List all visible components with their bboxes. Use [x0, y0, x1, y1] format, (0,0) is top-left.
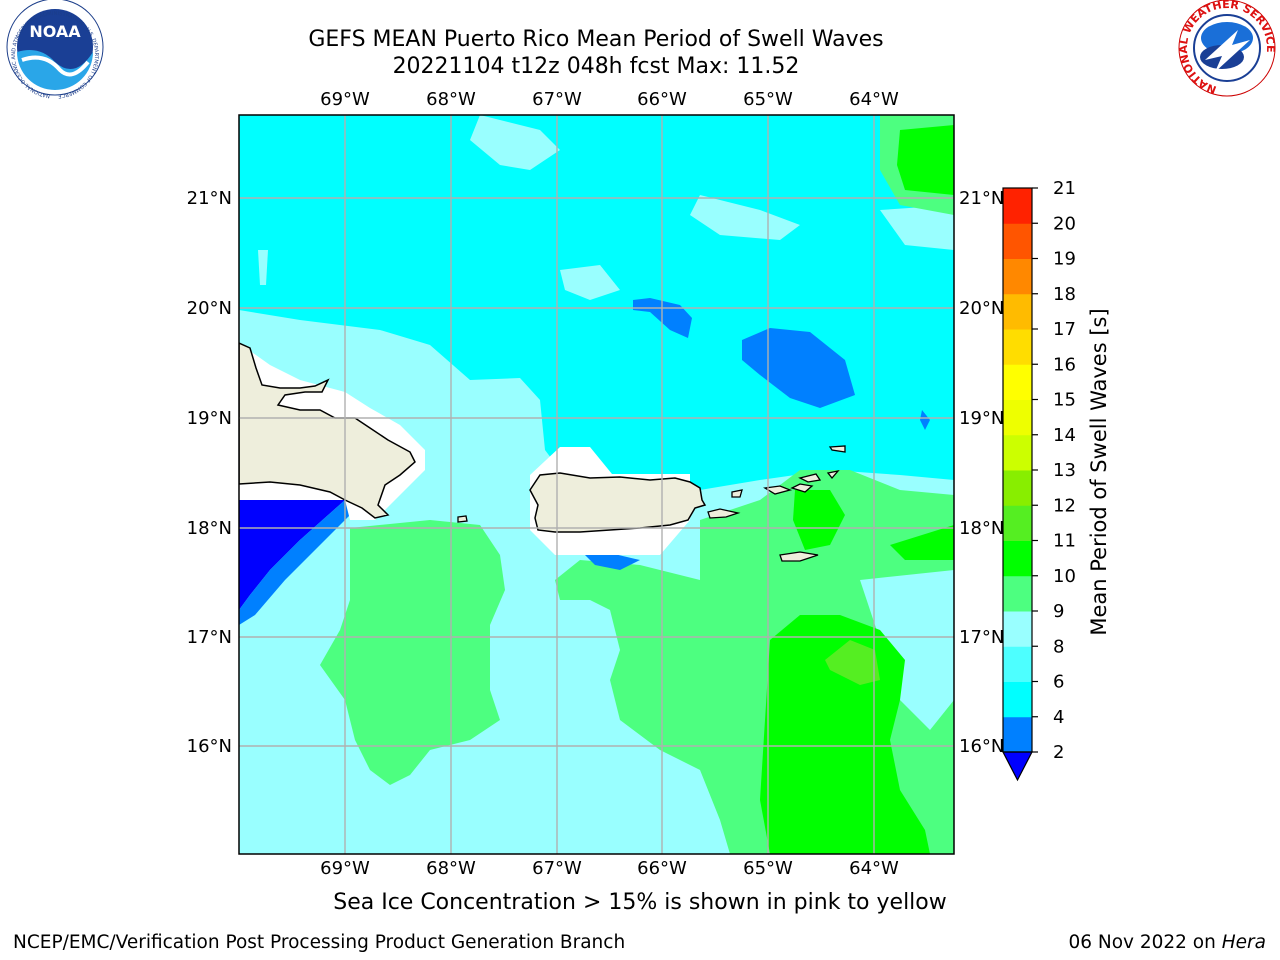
lat-label: 21°N	[959, 188, 1004, 209]
colorbar-tick-label: 11	[1053, 531, 1076, 552]
period-4-6-edge	[239, 500, 360, 625]
colorbar: 2 4 6 8 9 10 11 12 13 14 15 16 17 18 19 20 21	[1002, 178, 1076, 782]
lon-label: 64°W	[849, 858, 899, 879]
colorbar-box	[1003, 470, 1032, 506]
colorbar-box	[1003, 540, 1032, 577]
colorbar-box	[1003, 364, 1032, 400]
lon-label: 64°W	[849, 89, 899, 110]
lat-labels-left: 21°N 20°N 19°N 18°N 17°N 16°N	[187, 188, 232, 757]
credit-line: NCEP/EMC/Verification Post Processing Pr…	[13, 932, 626, 953]
colorbar-tick-label: 19	[1053, 249, 1076, 270]
lon-label: 68°W	[426, 858, 476, 879]
lat-label: 17°N	[959, 627, 1004, 648]
colorbar-tick-label: 10	[1053, 566, 1076, 587]
period-11-12-region	[825, 640, 880, 685]
colorbar-tick-label: 4	[1053, 707, 1064, 728]
colorbar-box	[1003, 434, 1032, 471]
colorbar-box	[1003, 399, 1032, 436]
colorbar-box	[1003, 505, 1032, 541]
lat-label: 19°N	[959, 408, 1004, 429]
colorbar-tick-label: 15	[1053, 390, 1076, 411]
colorbar-tick-label: 21	[1053, 178, 1076, 199]
noaa-logo-text: NOAA	[29, 22, 81, 41]
colorbar-tick-label: 17	[1053, 319, 1076, 340]
lat-label: 19°N	[187, 408, 232, 429]
chart-title: GEFS MEAN Puerto Rico Mean Period of Swe…	[308, 27, 884, 52]
nws-logo: NATIONAL WEATHER SERVICE	[1177, 0, 1277, 97]
lat-label: 20°N	[187, 298, 232, 319]
colorbar-box	[1003, 258, 1032, 295]
colorbar-box	[1003, 716, 1032, 753]
lon-label: 67°W	[532, 89, 582, 110]
lat-label: 17°N	[187, 627, 232, 648]
machine-name: Hera	[1221, 932, 1266, 953]
colorbar-box	[1003, 646, 1032, 682]
sea-ice-note: Sea Ice Concentration > 15% is shown in …	[333, 890, 947, 915]
lon-label: 68°W	[426, 89, 476, 110]
lon-label: 65°W	[743, 89, 793, 110]
islands-virgin	[457, 445, 846, 562]
colorbar-box	[1003, 611, 1032, 647]
date-text: 06 Nov 2022 on	[1068, 932, 1216, 953]
lat-label: 16°N	[959, 736, 1004, 757]
period-10-11-region	[760, 125, 954, 854]
lon-labels-bottom: 69°W 68°W 67°W 66°W 65°W 64°W	[320, 858, 899, 879]
land-puerto-rico	[529, 472, 707, 533]
lon-label: 69°W	[320, 858, 370, 879]
colorbar-tick-label: 6	[1053, 672, 1064, 693]
map-area	[239, 115, 954, 854]
lat-labels-right: 21°N 20°N 19°N 18°N 17°N 16°N	[959, 188, 1004, 757]
colorbar-tick-label: 20	[1053, 213, 1076, 234]
lon-label: 66°W	[637, 89, 687, 110]
colorbar-tick-label: 2	[1053, 742, 1064, 763]
land-hispaniola	[239, 342, 416, 519]
lat-label: 18°N	[187, 518, 232, 539]
colorbar-box	[1003, 575, 1032, 612]
colorbar-tick-label: 18	[1053, 284, 1076, 305]
lon-label: 66°W	[637, 858, 687, 879]
colorbar-tick-label: 12	[1053, 495, 1076, 516]
colorbar-box	[1003, 188, 1032, 224]
colorbar-box	[1003, 329, 1032, 365]
lat-label: 18°N	[959, 518, 1004, 539]
colorbar-tick-label: 9	[1053, 601, 1064, 622]
lat-label: 16°N	[187, 736, 232, 757]
period-8-9-inner	[860, 570, 954, 730]
lon-labels-top: 69°W 68°W 67°W 66°W 65°W 64°W	[320, 89, 899, 110]
colorbar-tick-label: 16	[1053, 354, 1076, 375]
lat-label: 20°N	[959, 298, 1004, 319]
colorbar-box	[1003, 293, 1032, 330]
date-stamp: 06 Nov 2022 on Hera	[1068, 932, 1266, 953]
colorbar-box	[1003, 223, 1032, 259]
lon-label: 65°W	[743, 858, 793, 879]
colorbar-tick-label: 14	[1053, 425, 1076, 446]
map-gridlines	[239, 115, 954, 854]
lat-label: 21°N	[187, 188, 232, 209]
map-frame	[238, 114, 955, 855]
lon-label: 67°W	[532, 858, 582, 879]
noaa-logo: NOAA NATIONAL OCEANIC AND ATMOSPHERIC AD…	[6, 0, 104, 99]
colorbar-tick-label: 8	[1053, 636, 1064, 657]
colorbar-tick-label: 13	[1053, 460, 1076, 481]
chart-subtitle: 20221104 t12z 048h fcst Max: 11.52	[392, 54, 800, 79]
lon-label: 69°W	[320, 89, 370, 110]
colorbar-under-triangle	[1002, 751, 1033, 782]
colorbar-box	[1003, 681, 1032, 718]
colorbar-label: Mean Period of Swell Waves [s]	[1087, 308, 1111, 635]
